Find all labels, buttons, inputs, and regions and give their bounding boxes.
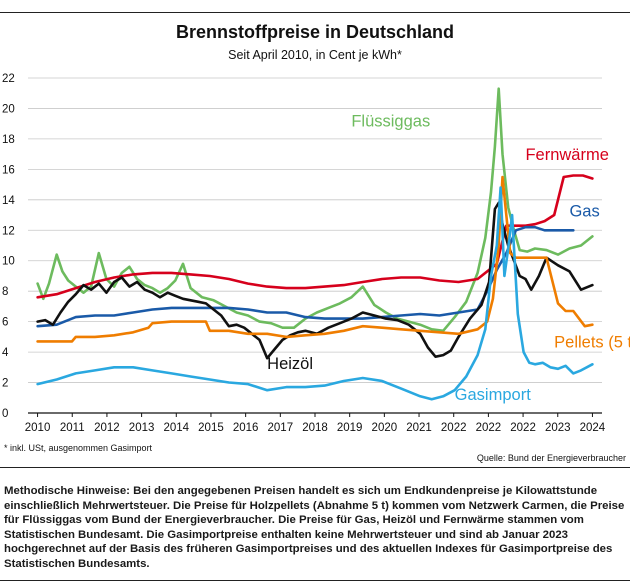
x-tick-label: 2014 — [163, 422, 189, 434]
x-tick-label: 2012 — [94, 422, 120, 434]
methodology-notes: Methodische Hinweise: Bei den angegebene… — [4, 484, 626, 572]
x-tick-label: 2021 — [406, 422, 432, 434]
y-tick-label: 14 — [2, 195, 15, 207]
top-rule — [0, 12, 630, 13]
x-tick-label: 2022 — [441, 422, 467, 434]
y-tick-label: 20 — [2, 103, 15, 115]
x-tick-label: 2010 — [25, 422, 51, 434]
series-label: Gasimport — [455, 386, 532, 404]
x-tick-label: 2020 — [372, 422, 398, 434]
series-line — [36, 87, 594, 333]
series-line — [36, 175, 594, 343]
series-label: Heizöl — [267, 355, 313, 373]
x-tick-label: 2011 — [60, 422, 85, 434]
series-label: Fernwärme — [525, 146, 608, 164]
source-note: Quelle: Bund der Energieverbraucher — [476, 453, 626, 463]
y-tick-label: 2 — [2, 378, 8, 390]
y-tick-label: 10 — [2, 256, 15, 268]
x-tick-label: 2017 — [268, 422, 294, 434]
x-tick-label: 2019 — [337, 422, 363, 434]
series-label: Flüssiggas — [351, 113, 430, 131]
x-tick-label: 2013 — [129, 422, 155, 434]
y-tick-label: 22 — [2, 73, 15, 85]
chart-title: Brennstoffpreise in Deutschland — [175, 22, 455, 42]
chart-subtitle: Seit April 2010, in Cent je kWh* — [228, 48, 402, 62]
y-tick-label: 16 — [2, 164, 15, 176]
notes-label: Methodische Hinweise: — [4, 485, 130, 497]
notes-text: Bei den angegebenen Preisen handelt es s… — [4, 485, 625, 570]
x-tick-label: 2022 — [510, 422, 536, 434]
y-tick-label: 8 — [2, 286, 8, 298]
x-tick-label: 2018 — [302, 422, 328, 434]
x-tick-label: 2022 — [476, 422, 502, 434]
x-tick-label: 2024 — [580, 422, 606, 434]
x-tick-label: 2015 — [198, 422, 224, 434]
y-tick-label: 0 — [2, 408, 8, 420]
footnote: * inkl. USt, ausgenommen Gasimport — [4, 443, 153, 453]
series-line — [36, 174, 594, 299]
x-tick-label: 2016 — [233, 422, 259, 434]
series-line — [36, 186, 594, 401]
notes-rule — [0, 467, 630, 468]
series-label: Gas — [569, 203, 599, 221]
series-label: Pellets (5 t) — [554, 334, 630, 352]
y-tick-label: 18 — [2, 134, 15, 146]
bottom-rule — [0, 580, 630, 581]
y-tick-label: 4 — [2, 347, 9, 359]
y-tick-label: 6 — [2, 317, 8, 329]
y-tick-label: 12 — [2, 225, 15, 237]
x-tick-label: 2023 — [545, 422, 571, 434]
